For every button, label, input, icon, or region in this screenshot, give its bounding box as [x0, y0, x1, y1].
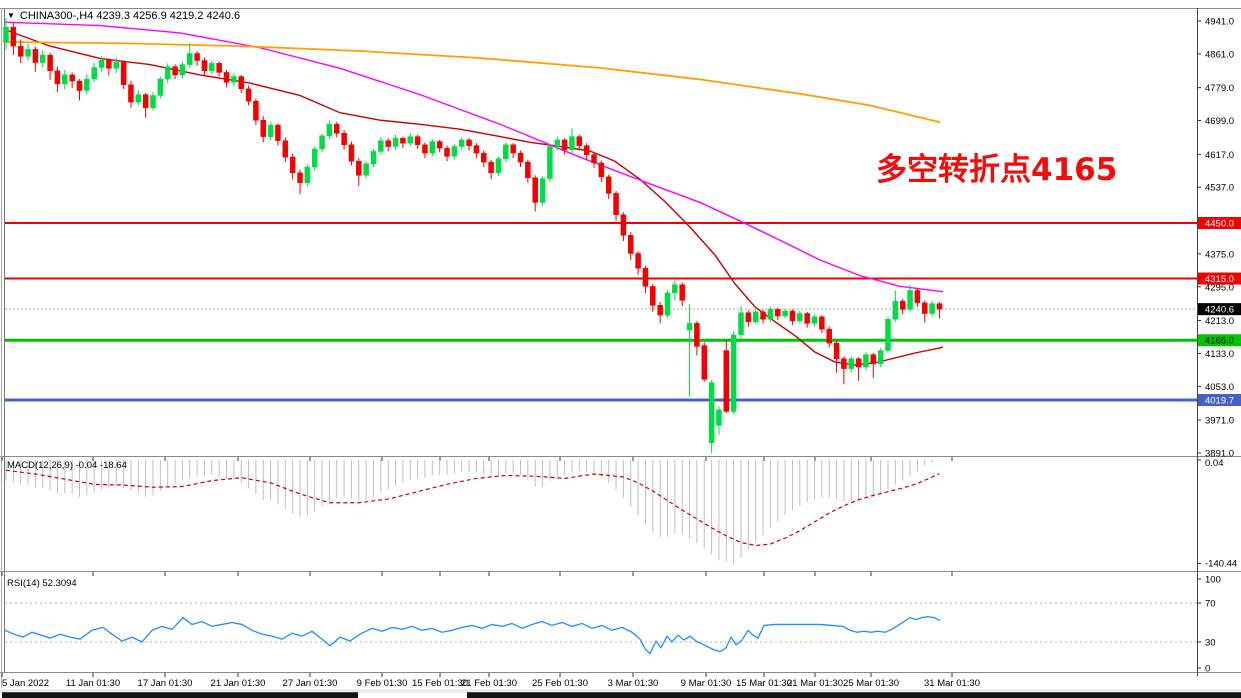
symbol-ohlc-label: ▼ CHINA300-,H4 4239.3 4256.9 4219.2 4240…	[7, 10, 240, 22]
svg-text:25 Mar 01:30: 25 Mar 01:30	[843, 678, 899, 689]
svg-text:0: 0	[1205, 664, 1210, 675]
svg-text:21 Mar 01:30: 21 Mar 01:30	[787, 678, 843, 689]
svg-text:3 Mar 01:30: 3 Mar 01:30	[608, 678, 659, 689]
svg-text:30: 30	[1205, 638, 1216, 649]
svg-text:25 Feb 01:30: 25 Feb 01:30	[532, 678, 588, 689]
svg-text:3971.0: 3971.0	[1205, 416, 1234, 427]
svg-text:4537.0: 4537.0	[1205, 183, 1234, 194]
taskbar-button-1[interactable]	[2, 692, 358, 698]
svg-text:9 Feb 01:30: 9 Feb 01:30	[357, 678, 408, 689]
svg-text:9 Mar 01:30: 9 Mar 01:30	[681, 678, 732, 689]
svg-text:100: 100	[1205, 575, 1221, 586]
svg-text:5 Jan 2022: 5 Jan 2022	[2, 678, 49, 689]
svg-text:15 Mar 01:30: 15 Mar 01:30	[736, 678, 792, 689]
svg-text:4941.0: 4941.0	[1205, 17, 1234, 28]
svg-text:21 Jan 01:30: 21 Jan 01:30	[211, 678, 266, 689]
bottom-strip	[0, 688, 1241, 693]
svg-text:4019.7: 4019.7	[1205, 396, 1234, 407]
rsi-indicator-label: RSI(14) 52.3094	[7, 578, 77, 589]
symbol-dropdown-icon[interactable]: ▼	[7, 11, 15, 20]
svg-text:4450.0: 4450.0	[1205, 218, 1234, 229]
svg-text:0.04: 0.04	[1205, 458, 1224, 469]
svg-text:27 Jan 01:30: 27 Jan 01:30	[283, 678, 338, 689]
svg-text:4699.0: 4699.0	[1205, 116, 1234, 127]
svg-text:4133.0: 4133.0	[1205, 349, 1234, 360]
svg-text:4053.0: 4053.0	[1205, 382, 1234, 393]
svg-text:4165.0: 4165.0	[1205, 336, 1234, 347]
macd-indicator-label: MACD(12,26,9) -0.04 -18.64	[7, 460, 127, 471]
svg-text:4779.0: 4779.0	[1205, 83, 1234, 94]
chart-annotation-text[interactable]: 多空转折点4165	[876, 152, 1118, 188]
svg-text:4861.0: 4861.0	[1205, 49, 1234, 60]
svg-text:4213.0: 4213.0	[1205, 316, 1234, 327]
svg-text:3891.0: 3891.0	[1205, 448, 1234, 459]
svg-text:11 Jan 01:30: 11 Jan 01:30	[66, 678, 120, 689]
taskbar-button-2[interactable]	[467, 692, 1241, 698]
svg-text:31 Mar 01:30: 31 Mar 01:30	[924, 678, 980, 689]
svg-text:-140.44: -140.44	[1205, 559, 1237, 570]
svg-text:15 Feb 01:30: 15 Feb 01:30	[412, 678, 468, 689]
svg-text:4617.0: 4617.0	[1205, 150, 1234, 161]
svg-text:4295.0: 4295.0	[1205, 282, 1234, 293]
svg-text:4240.6: 4240.6	[1205, 305, 1234, 316]
svg-text:4315.0: 4315.0	[1205, 274, 1234, 285]
symbol-ohlc-text: CHINA300-,H4 4239.3 4256.9 4219.2 4240.6	[19, 10, 241, 22]
svg-text:21 Feb 01:30: 21 Feb 01:30	[461, 678, 517, 689]
svg-text:70: 70	[1205, 599, 1216, 610]
svg-text:17 Jan 01:30: 17 Jan 01:30	[138, 678, 193, 689]
svg-text:4375.0: 4375.0	[1205, 249, 1234, 260]
